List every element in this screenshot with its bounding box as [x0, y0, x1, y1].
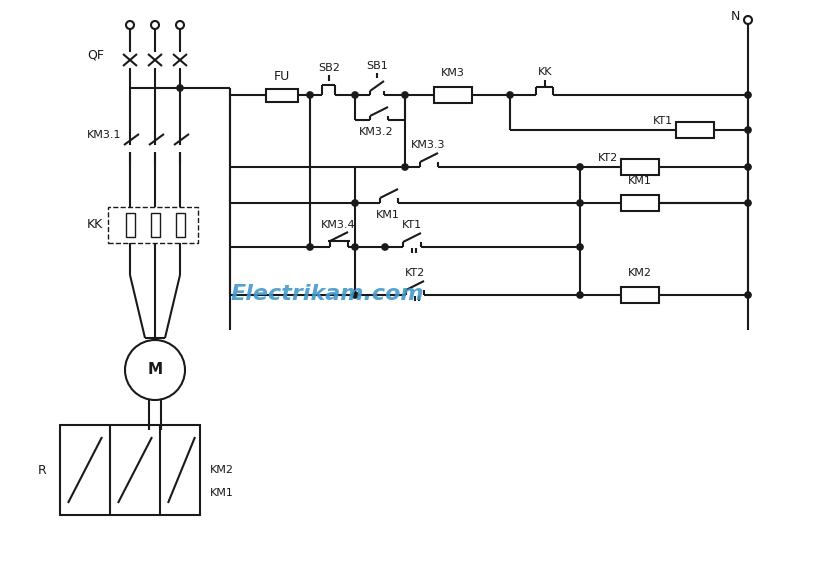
Bar [676, 122, 714, 138]
Circle shape [382, 244, 388, 250]
Circle shape [745, 92, 751, 98]
Circle shape [352, 292, 358, 298]
Circle shape [307, 244, 313, 250]
Circle shape [352, 200, 358, 206]
Text: SB1: SB1 [366, 61, 388, 71]
Text: KM3.4: KM3.4 [321, 220, 355, 230]
Bar [434, 87, 472, 103]
Circle shape [176, 21, 184, 29]
Text: SB2: SB2 [318, 63, 340, 73]
Circle shape [507, 92, 513, 98]
Circle shape [577, 164, 583, 170]
Bar [60, 425, 200, 515]
Circle shape [352, 92, 358, 98]
Bar [621, 195, 659, 211]
Text: N: N [731, 11, 740, 24]
Bar [125, 213, 134, 237]
Circle shape [577, 244, 583, 250]
Text: KM3.1: KM3.1 [87, 130, 121, 140]
Circle shape [745, 292, 751, 298]
Circle shape [577, 292, 583, 298]
Text: KM2: KM2 [628, 268, 652, 278]
Circle shape [744, 16, 752, 24]
Text: KM1: KM1 [628, 176, 652, 186]
Text: KK: KK [538, 67, 552, 77]
Bar [621, 159, 659, 175]
Bar [266, 89, 298, 102]
Circle shape [307, 92, 313, 98]
Circle shape [177, 85, 183, 91]
Text: KM2: KM2 [210, 465, 234, 475]
Text: R: R [38, 463, 47, 476]
Circle shape [402, 164, 408, 170]
Circle shape [126, 21, 134, 29]
Text: KT2: KT2 [598, 153, 618, 163]
Text: KM3.2: KM3.2 [359, 127, 393, 137]
Bar [175, 213, 184, 237]
Text: FU: FU [274, 71, 290, 84]
Text: KM1: KM1 [210, 488, 234, 498]
Text: KT1: KT1 [402, 220, 422, 230]
Circle shape [352, 244, 358, 250]
Text: KM3: KM3 [441, 68, 465, 78]
Circle shape [151, 21, 159, 29]
Bar [151, 213, 160, 237]
Circle shape [745, 200, 751, 206]
Text: KM1: KM1 [376, 210, 400, 220]
Circle shape [125, 340, 185, 400]
Text: M: M [147, 363, 162, 377]
Circle shape [745, 164, 751, 170]
Circle shape [745, 127, 751, 133]
Bar [621, 287, 659, 303]
Bar [108, 207, 198, 243]
Text: KT1: KT1 [653, 116, 673, 126]
Text: Electrikam.com: Electrikam.com [231, 284, 424, 304]
Text: QF: QF [87, 49, 104, 62]
Text: KK: KK [87, 219, 103, 232]
Circle shape [402, 92, 408, 98]
Text: KM3.3: KM3.3 [411, 140, 446, 150]
Text: KT2: KT2 [405, 268, 425, 278]
Circle shape [577, 200, 583, 206]
